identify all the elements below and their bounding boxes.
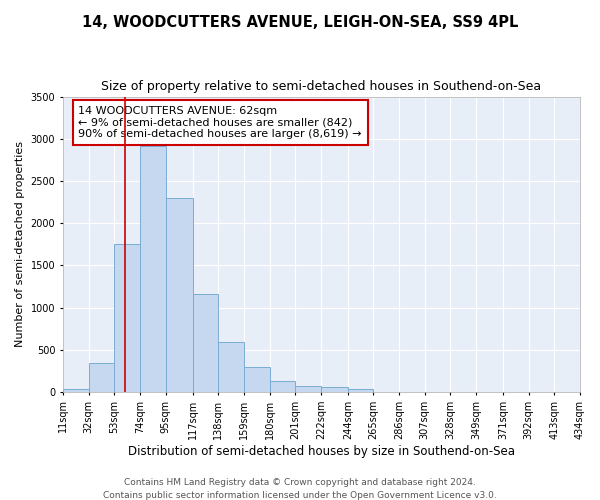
Text: 14, WOODCUTTERS AVENUE, LEIGH-ON-SEA, SS9 4PL: 14, WOODCUTTERS AVENUE, LEIGH-ON-SEA, SS… — [82, 15, 518, 30]
Bar — [166, 198, 193, 392]
Bar — [348, 390, 373, 392]
Bar — [114, 244, 140, 392]
Text: Contains HM Land Registry data © Crown copyright and database right 2024.
Contai: Contains HM Land Registry data © Crown c… — [103, 478, 497, 500]
Bar — [63, 390, 89, 392]
X-axis label: Distribution of semi-detached houses by size in Southend-on-Sea: Distribution of semi-detached houses by … — [128, 444, 515, 458]
Bar — [321, 387, 348, 392]
Bar — [140, 146, 166, 392]
Y-axis label: Number of semi-detached properties: Number of semi-detached properties — [15, 142, 25, 348]
Bar — [295, 386, 321, 392]
Text: 14 WOODCUTTERS AVENUE: 62sqm
← 9% of semi-detached houses are smaller (842)
90% : 14 WOODCUTTERS AVENUE: 62sqm ← 9% of sem… — [79, 106, 362, 139]
Bar — [218, 342, 244, 392]
Bar — [244, 366, 269, 392]
Bar — [89, 363, 114, 392]
Bar — [269, 381, 295, 392]
Bar — [193, 294, 218, 392]
Title: Size of property relative to semi-detached houses in Southend-on-Sea: Size of property relative to semi-detach… — [101, 80, 542, 93]
